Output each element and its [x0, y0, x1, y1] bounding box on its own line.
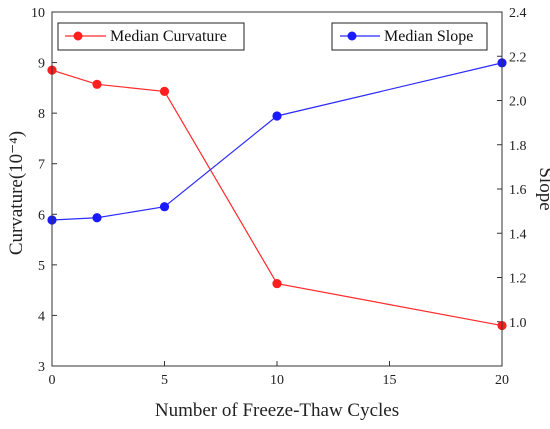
y-left-tick-label: 8	[38, 107, 45, 122]
legend-median-curvature: Median Curvature	[57, 22, 245, 51]
data-point	[92, 79, 102, 89]
y-right-tick-label: 2.2	[509, 50, 527, 65]
ticks-layer: 0 5 10 15 20 3 4 5 6 7 8 9 10 1.0 1.2 1.4 1.6 1.8 2.0 2.2 2.…	[31, 6, 527, 388]
y-right-tick-label: 2.4	[509, 6, 527, 21]
y-axis-title-right: Slope	[535, 167, 550, 210]
y-left-tick-label: 7	[38, 158, 45, 173]
legend-label: Median Curvature	[110, 28, 227, 45]
data-point	[159, 86, 170, 96]
x-tick-label: 20	[495, 373, 509, 388]
y-axis-title-left: Curvature(10⁻⁴)	[6, 131, 27, 255]
y-right-tick-label: 1.8	[509, 139, 527, 154]
data-point	[272, 278, 282, 289]
x-axis-title: Number of Freeze-Thaw Cycles	[155, 400, 399, 421]
y-left-tick-label: 3	[38, 360, 45, 375]
y-left-tick-label: 10	[31, 6, 45, 21]
x-tick-label: 5	[161, 373, 168, 388]
data-point	[272, 111, 282, 121]
x-tick-label: 15	[383, 373, 397, 388]
data-point	[92, 213, 102, 223]
y-left-tick-label: 9	[38, 57, 45, 72]
plot-frame	[51, 11, 503, 367]
y-right-tick-label: 1.6	[509, 183, 527, 198]
x-tick-label: 0	[49, 373, 56, 388]
legend-marker	[73, 31, 83, 41]
y-left-tick-label: 4	[38, 309, 45, 324]
markers-layer	[47, 58, 507, 331]
y-right-tick-label: 1.2	[509, 272, 527, 287]
y-right-tick-label: 1.4	[509, 227, 527, 242]
y-left-tick-label: 5	[38, 259, 45, 274]
y-left-tick-label: 6	[38, 208, 45, 223]
data-point	[159, 202, 170, 212]
legend-label: Median Slope	[384, 28, 473, 45]
y-right-tick-label: 2.0	[509, 95, 527, 110]
x-tick-label: 10	[270, 373, 284, 388]
legend-marker	[347, 31, 357, 41]
legend-median-slope: Median Slope	[331, 22, 488, 51]
y-right-tick-label: 1.0	[509, 316, 527, 331]
